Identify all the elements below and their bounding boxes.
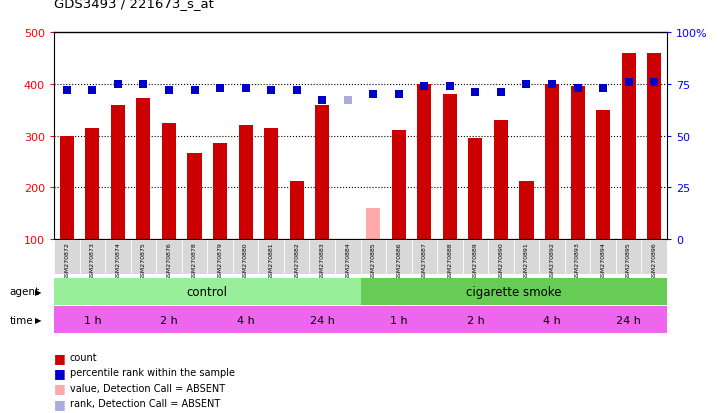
Text: GSM270881: GSM270881 [269, 242, 274, 279]
Text: GSM270876: GSM270876 [167, 242, 172, 280]
Bar [60, 136, 74, 240]
Bar [136, 99, 151, 240]
Bar [111, 105, 125, 240]
Text: GSM270873: GSM270873 [90, 242, 95, 280]
Text: ■: ■ [54, 381, 66, 394]
Text: 24 h: 24 h [310, 315, 335, 325]
Text: GSM270887: GSM270887 [422, 242, 427, 280]
Text: value, Detection Call = ABSENT: value, Detection Call = ABSENT [70, 383, 225, 393]
Text: ▶: ▶ [35, 287, 42, 296]
Bar [85, 128, 99, 240]
Text: GSM270878: GSM270878 [192, 242, 197, 280]
Point [444, 83, 456, 90]
Bar [417, 85, 431, 240]
Text: 4 h: 4 h [543, 315, 561, 325]
Text: 2 h: 2 h [466, 315, 485, 325]
Bar [239, 126, 252, 240]
Text: GSM270893: GSM270893 [575, 242, 580, 280]
Text: GSM270896: GSM270896 [652, 242, 657, 280]
Text: GSM270894: GSM270894 [601, 242, 606, 280]
Point [138, 81, 149, 88]
Text: GSM270886: GSM270886 [397, 242, 402, 279]
Point [61, 88, 73, 94]
Text: GSM270883: GSM270883 [319, 242, 324, 280]
Text: agent: agent [9, 286, 40, 297]
Point [265, 88, 277, 94]
Point [393, 92, 404, 98]
Text: GSM270889: GSM270889 [473, 242, 478, 280]
Text: ■: ■ [54, 396, 66, 410]
Point [163, 88, 174, 94]
Text: GSM270882: GSM270882 [294, 242, 299, 280]
Point [189, 88, 200, 94]
Bar [469, 139, 482, 240]
Bar [494, 121, 508, 240]
Point [419, 83, 430, 90]
Text: cigarette smoke: cigarette smoke [466, 285, 562, 298]
Text: GSM270872: GSM270872 [64, 242, 69, 280]
Text: control: control [187, 285, 228, 298]
Bar [622, 54, 636, 240]
Text: GSM270885: GSM270885 [371, 242, 376, 279]
Bar [647, 54, 661, 240]
Text: 4 h: 4 h [236, 315, 255, 325]
Text: GDS3493 / 221673_s_at: GDS3493 / 221673_s_at [54, 0, 214, 10]
Bar [315, 105, 329, 240]
Text: ▶: ▶ [35, 316, 42, 324]
Text: time: time [9, 315, 33, 325]
Text: GSM270874: GSM270874 [115, 242, 120, 280]
Bar [290, 181, 304, 240]
Point [572, 85, 583, 92]
Bar [570, 87, 585, 240]
Text: 1 h: 1 h [390, 315, 407, 325]
Point [469, 90, 481, 96]
Point [342, 98, 353, 104]
Text: rank, Detection Call = ABSENT: rank, Detection Call = ABSENT [70, 398, 220, 408]
Text: count: count [70, 352, 97, 362]
Text: GSM270880: GSM270880 [243, 242, 248, 279]
Bar [264, 128, 278, 240]
Text: ■: ■ [54, 351, 66, 364]
Point [597, 85, 609, 92]
Point [368, 92, 379, 98]
Point [648, 79, 660, 86]
Text: GSM270884: GSM270884 [345, 242, 350, 280]
Text: 1 h: 1 h [84, 315, 101, 325]
Point [87, 88, 98, 94]
Text: GSM270890: GSM270890 [498, 242, 503, 280]
Text: GSM270879: GSM270879 [218, 242, 223, 280]
Text: GSM270892: GSM270892 [549, 242, 554, 280]
Text: ■: ■ [54, 366, 66, 379]
Point [214, 85, 226, 92]
Point [317, 98, 328, 104]
Point [495, 90, 507, 96]
Point [240, 85, 252, 92]
Point [521, 81, 532, 88]
Point [623, 79, 634, 86]
Bar [545, 85, 559, 240]
Point [291, 88, 302, 94]
Text: 2 h: 2 h [160, 315, 178, 325]
Text: GSM270895: GSM270895 [626, 242, 631, 280]
Bar [443, 95, 457, 240]
Text: GSM270891: GSM270891 [524, 242, 529, 280]
Text: 24 h: 24 h [616, 315, 641, 325]
Bar [392, 131, 406, 240]
Text: GSM270888: GSM270888 [447, 242, 452, 279]
Bar [596, 110, 610, 240]
Text: percentile rank within the sample: percentile rank within the sample [70, 368, 235, 377]
Bar [213, 144, 227, 240]
Bar [162, 123, 176, 240]
Bar [519, 181, 534, 240]
Bar [187, 153, 202, 240]
Point [112, 81, 124, 88]
Point [547, 81, 558, 88]
Bar [366, 209, 380, 240]
Text: GSM270875: GSM270875 [141, 242, 146, 280]
